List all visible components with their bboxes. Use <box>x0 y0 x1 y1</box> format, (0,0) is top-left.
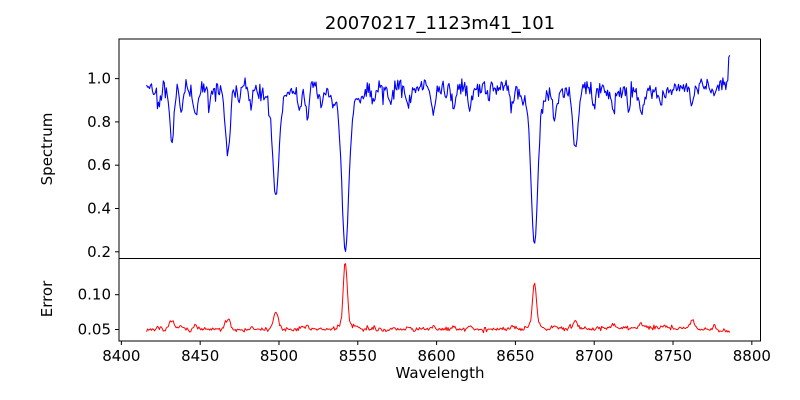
spectrum-line <box>146 54 731 252</box>
spectrum-axes <box>118 38 761 259</box>
error-y-tick-label: 0.10 <box>78 286 111 304</box>
error-y-tick-label: 0.05 <box>78 321 111 339</box>
x-tick-label: 8650 <box>496 347 534 365</box>
spectrum-y-tick-label: 0.4 <box>87 199 111 217</box>
plot-title: 20070217_1123m41_101 <box>324 13 556 34</box>
spectrum-y-tick-label: 0.8 <box>87 113 111 131</box>
error-axes <box>118 258 761 342</box>
x-tick-label: 8450 <box>181 347 219 365</box>
spectrum-y-tick-label: 0.6 <box>87 156 111 174</box>
spectrum-y-tick-label: 0.2 <box>87 243 111 261</box>
x-tick-label: 8400 <box>102 347 140 365</box>
x-tick-label: 8550 <box>339 347 377 365</box>
error-line <box>146 263 731 334</box>
x-tick-label: 8500 <box>260 347 298 365</box>
x-axis-label: Wavelength <box>395 364 485 382</box>
x-tick-label: 8800 <box>733 347 771 365</box>
x-tick-label: 8600 <box>418 347 456 365</box>
spectrum-y-tick-label: 1.0 <box>87 70 111 88</box>
x-tick-label: 8700 <box>575 347 613 365</box>
x-tick-label: 8750 <box>654 347 692 365</box>
